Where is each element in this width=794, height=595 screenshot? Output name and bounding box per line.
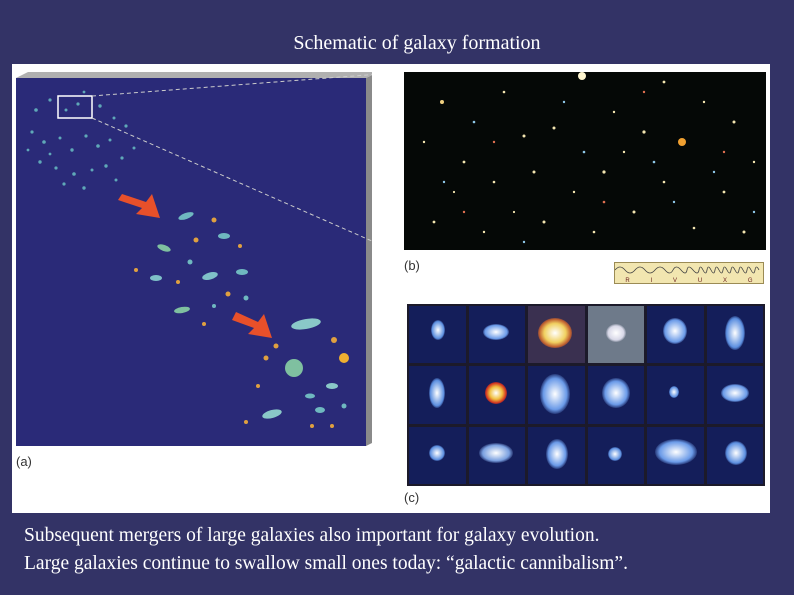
protogalaxies (26, 90, 136, 190)
panel-a-schematic (14, 70, 407, 446)
galaxy-thumbnail (706, 306, 763, 364)
panel-c-label: (c) (404, 490, 420, 505)
galaxy-thumbnail (528, 306, 585, 364)
merger-arrow-1 (118, 194, 160, 218)
panel-a-top-edge (16, 72, 378, 78)
galaxy-thumbnail (409, 426, 466, 484)
panel-a-label: (a) (16, 454, 32, 469)
panel-a-illustration (16, 71, 407, 446)
large-galaxies (244, 318, 349, 428)
caption-line-2: Large galaxies continue to swallow small… (24, 553, 628, 574)
band-label: V (673, 278, 678, 284)
galaxy-thumbnail (528, 366, 585, 424)
band-label: G (747, 278, 753, 284)
slide-title: Schematic of galaxy formation (293, 32, 541, 54)
galaxy-thumbnail (647, 426, 704, 484)
galaxy-thumbnail (409, 306, 466, 364)
galaxy-thumbnail (647, 366, 704, 424)
galaxy-thumbnail (468, 306, 525, 364)
deep-field-stars (422, 72, 756, 244)
intermediate-galaxies (134, 212, 249, 326)
panel-b-deep-field-image (404, 72, 766, 250)
galaxy-formation-figure: (a) (12, 64, 770, 513)
spectrum-wave (614, 266, 760, 274)
zoom-selection-box (57, 95, 93, 119)
galaxy-thumbnail (587, 366, 644, 424)
zoom-guide-bottom (91, 117, 407, 257)
band-label: I (650, 278, 653, 284)
filter-spectrum-strip: R I V U X G (614, 262, 764, 284)
galaxy-thumbnail (409, 366, 466, 424)
galaxy-thumbnail (706, 366, 763, 424)
band-label: R (625, 278, 630, 284)
zoom-guide-top (91, 71, 407, 97)
galaxy-thumbnail (468, 366, 525, 424)
band-label: X (723, 278, 728, 284)
merger-arrow-2 (232, 312, 272, 338)
panel-c-thumbnail-grid (407, 304, 765, 486)
galaxy-thumbnail (706, 426, 763, 484)
galaxy-thumbnail (647, 306, 704, 364)
slide-caption: Subsequent mergers of large galaxies als… (24, 522, 784, 578)
galaxy-thumbnail (468, 426, 525, 484)
panel-a-side-edge (366, 72, 378, 446)
galaxy-thumbnail (587, 306, 644, 364)
panel-b-label: (b) (404, 258, 420, 273)
caption-line-1: Subsequent mergers of large galaxies als… (24, 525, 600, 546)
galaxy-thumbnail (587, 426, 644, 484)
spectrum-band-labels: R I V U X G (615, 278, 763, 284)
galaxy-thumbnail (528, 426, 585, 484)
band-label: U (697, 278, 703, 284)
